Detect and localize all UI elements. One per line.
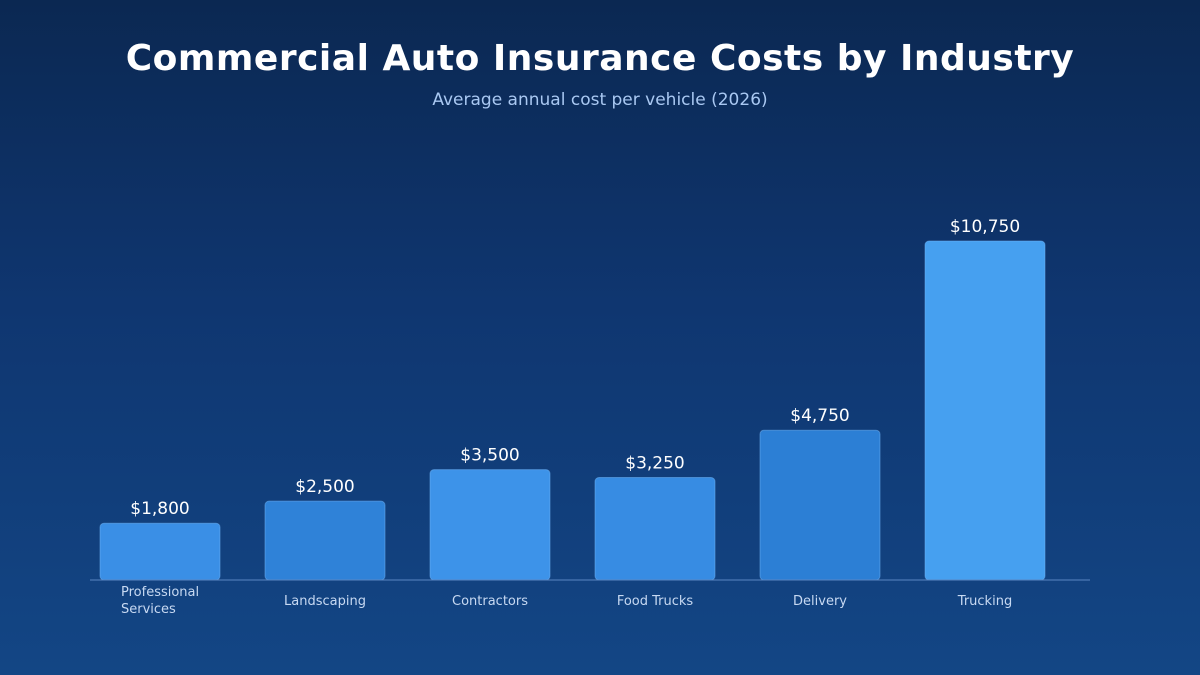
x-tick-label-5: Trucking (957, 594, 1012, 609)
value-label-0: $1,800 (130, 499, 189, 519)
x-tick-label-1: Landscaping (284, 594, 366, 609)
value-label-2: $3,500 (460, 446, 519, 466)
x-tick-label-0-line-1: Services (121, 602, 176, 617)
chart-title: Commercial Auto Insurance Costs by Indus… (125, 38, 1075, 79)
bar-3 (594, 477, 716, 581)
value-label-3: $3,250 (625, 454, 684, 474)
bar-1 (264, 500, 386, 581)
value-label-4: $4,750 (790, 406, 849, 426)
x-tick-label-2: Contractors (452, 594, 528, 609)
bar-0 (99, 522, 221, 581)
bars-group (99, 240, 1046, 581)
bar-2 (429, 469, 551, 581)
x-tick-labels-group: Professional Services Landscaping Contracto… (121, 585, 1012, 617)
bar-4 (759, 429, 881, 581)
x-tick-label-3: Food Trucks (617, 594, 694, 609)
bar-5 (924, 240, 1046, 581)
x-tick-label-0-line-0: Professional (121, 585, 199, 600)
value-label-1: $2,500 (295, 477, 354, 497)
value-labels-group: $1,800 $2,500 $3,500 $3,250 $4,750 $10,750 (130, 217, 1020, 519)
chart-subtitle: Average annual cost per vehicle (2026) (432, 90, 768, 110)
value-label-5: $10,750 (950, 217, 1020, 237)
x-tick-label-4: Delivery (793, 594, 847, 609)
